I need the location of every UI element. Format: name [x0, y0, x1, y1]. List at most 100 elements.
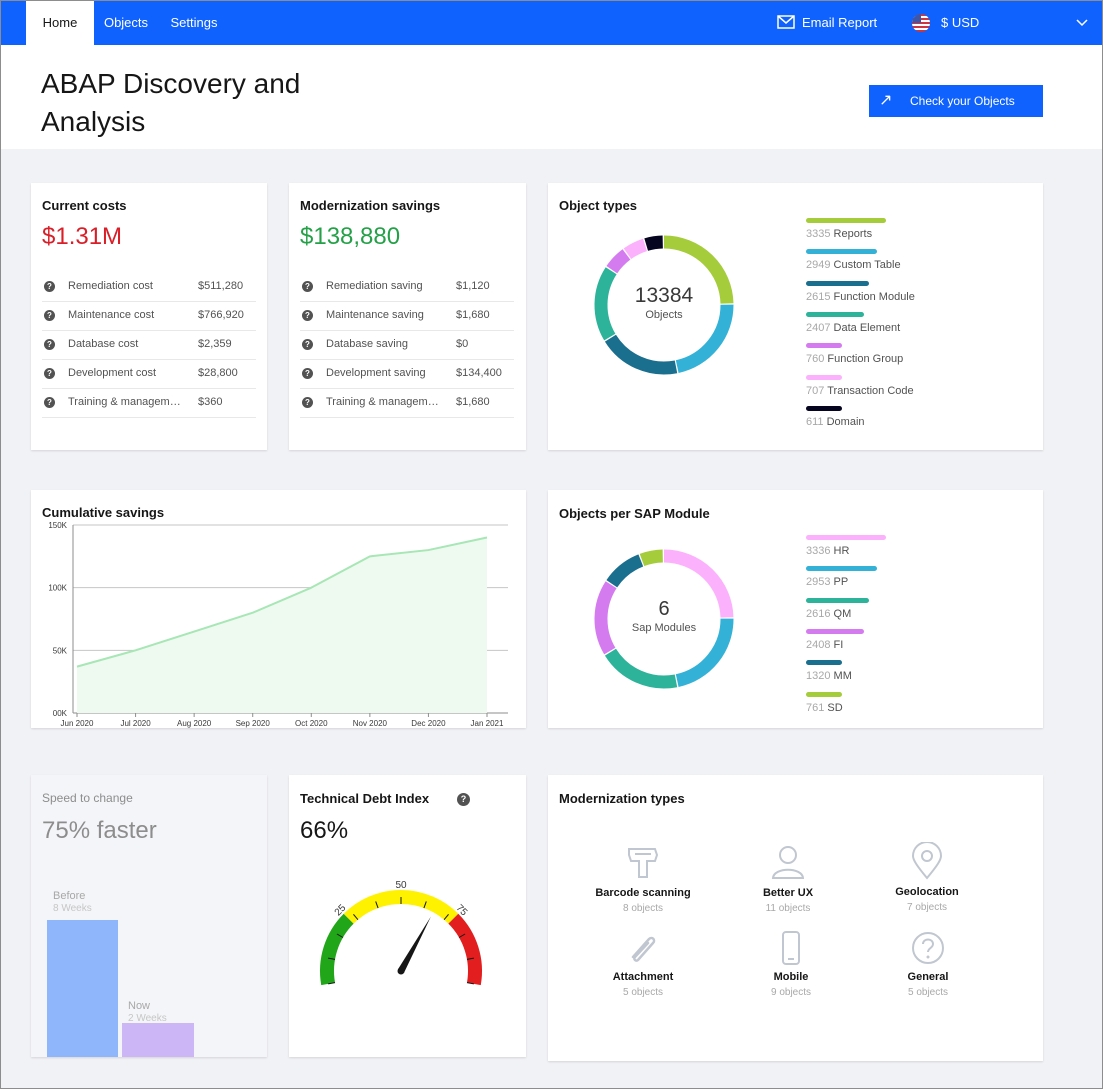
cumulative-savings-card: Cumulative savings 00K 50K 100K 150K Jun 202…	[31, 490, 526, 728]
modernization-type-attachment[interactable]: Attachment 5 objects	[573, 931, 713, 998]
donut-slice	[594, 581, 617, 655]
modernization-type-mobile[interactable]: Mobile 9 objects	[721, 931, 861, 998]
cumulative-savings-chart: 00K 50K 100K 150K Jun 2020 Jul 2020 Aug 2020 Se…	[48, 521, 508, 728]
mail-icon	[777, 15, 795, 29]
current-cost-row-label: Remediation cost	[68, 280, 153, 292]
help-icon[interactable]: ?	[44, 310, 55, 321]
help-icon[interactable]: ?	[44, 397, 55, 408]
modernization-saving-row: ? Maintenance saving $1,680	[300, 302, 514, 331]
gauge-label: 50	[395, 880, 407, 891]
modernization-saving-row: ? Remediation saving $1,120	[300, 273, 514, 302]
legend-count: 1320	[806, 670, 831, 683]
legend-item: 761 SD	[806, 691, 1006, 714]
area-fill	[77, 537, 487, 713]
current-cost-row: ? Training & manageme... $360	[42, 389, 256, 418]
current-cost-row: ? Maintenance cost $766,920	[42, 302, 256, 331]
gauge-tick	[328, 982, 336, 985]
now-bar	[122, 1023, 194, 1057]
modernization-saving-row-label: Remediation saving	[326, 280, 423, 292]
technical-debt-title: Technical Debt Index	[300, 791, 430, 806]
donut-slice	[623, 238, 648, 260]
legend-item: 760 Function Group	[806, 343, 1006, 365]
speed-to-change-card: Speed to change 75% faster Before 8 Week…	[31, 775, 267, 1057]
gauge-hub	[397, 967, 405, 975]
x-tick-label: Dec 2020	[411, 719, 446, 728]
legend-count: 2616	[806, 607, 831, 620]
legend-text: QM	[833, 607, 852, 620]
current-costs-title: Current costs	[42, 198, 127, 213]
better-ux-sub: 11 objects	[765, 903, 811, 914]
page-title-line-1: ABAP Discovery and	[41, 68, 301, 99]
barcode-label: Barcode scanning	[595, 887, 691, 899]
legend-bar	[806, 660, 842, 666]
legend-label: 707 Transaction Code	[806, 385, 914, 397]
legend-bar	[806, 691, 842, 697]
current-cost-row-value: $2,359	[198, 338, 232, 350]
donut-slice	[644, 235, 664, 251]
modernization-type-better-ux[interactable]: Better UX 11 objects	[718, 843, 858, 914]
legend-bar	[806, 280, 869, 286]
help-icon[interactable]: ?	[302, 281, 313, 292]
help-icon[interactable]: ?	[44, 281, 55, 292]
tab-home[interactable]: Home	[26, 1, 94, 45]
help-icon[interactable]: ?	[44, 368, 55, 379]
current-costs-list: ? Remediation cost $511,280? Maintenance co…	[42, 273, 256, 418]
legend-item: 2408 FI	[806, 628, 1006, 651]
top-nav: Home Objects Settings Email Report $ USD	[1, 1, 1102, 45]
modernization-saving-row-value: $1,680	[456, 396, 490, 408]
x-tick-label: Aug 2020	[177, 719, 212, 728]
object-types-card: Object types 13384 Objects 3335 Reports 2…	[548, 183, 1043, 450]
donut-slice	[604, 334, 678, 375]
help-icon[interactable]: ?	[457, 793, 470, 806]
legend-item: 707 Transaction Code	[806, 374, 1006, 397]
sap-modules-donut	[594, 549, 734, 689]
before-label: Before	[53, 890, 86, 902]
current-cost-row-value: $28,800	[198, 367, 238, 379]
x-tick-label: Sep 2020	[236, 719, 271, 728]
y-tick-label: 100K	[48, 584, 67, 593]
donut-slice	[606, 554, 644, 588]
donut-slice	[675, 618, 734, 687]
legend-item: 3335 Reports	[806, 218, 1006, 240]
legend-text: HR	[833, 545, 850, 557]
modernization-type-general[interactable]: General 5 objects	[858, 931, 998, 998]
general-label: General	[907, 971, 949, 983]
legend-bar	[806, 566, 877, 572]
tab-objects[interactable]: Objects	[103, 15, 149, 30]
help-icon[interactable]: ?	[302, 368, 313, 379]
barcode-scanner-icon	[628, 848, 659, 878]
object-types-title: Object types	[559, 198, 638, 213]
sap-modules-total: 6	[658, 598, 670, 620]
help-icon[interactable]: ?	[302, 339, 313, 350]
modernization-types-title: Modernization types	[559, 791, 685, 806]
help-icon[interactable]: ?	[44, 339, 55, 350]
mobile-icon	[782, 931, 800, 965]
chevron-down-icon	[1076, 19, 1088, 27]
tab-settings[interactable]: Settings	[170, 15, 218, 30]
currency-selector[interactable]: $ USD	[906, 1, 1096, 45]
legend-item: 1320 MM	[806, 660, 1006, 683]
modernization-saving-row: ? Training & manageme... $1,680	[300, 389, 514, 418]
modernization-type-geolocation[interactable]: Geolocation 7 objects	[857, 842, 997, 913]
now-sub: 2 Weeks	[128, 1013, 167, 1024]
page-title: ABAP Discovery and Analysis	[41, 65, 361, 141]
help-icon[interactable]: ?	[302, 310, 313, 321]
current-cost-row-label: Training & manageme...	[68, 396, 184, 408]
legend-item: 2616 QM	[806, 597, 1006, 620]
legend-bar	[806, 374, 842, 380]
donut-slice	[606, 249, 631, 274]
legend-count: 2408	[806, 638, 831, 651]
email-report-button[interactable]: Email Report	[775, 1, 885, 45]
savings-line	[76, 536, 488, 668]
x-tick-label: Jun 2020	[61, 719, 94, 728]
technical-debt-value: 66%	[300, 817, 349, 844]
current-cost-row-label: Database cost	[68, 338, 139, 350]
help-icon[interactable]: ?	[302, 397, 313, 408]
modernization-type-barcode[interactable]: Barcode scanning 8 objects	[573, 843, 713, 914]
current-cost-row: ? Development cost $28,800	[42, 360, 256, 389]
currency-label: $ USD	[941, 15, 980, 30]
gauge-tick	[458, 933, 466, 938]
donut-slice	[663, 549, 734, 618]
modernization-saving-row-label: Maintenance saving	[326, 309, 424, 321]
check-objects-button[interactable]: ↗ Check your Objects	[869, 85, 1043, 117]
